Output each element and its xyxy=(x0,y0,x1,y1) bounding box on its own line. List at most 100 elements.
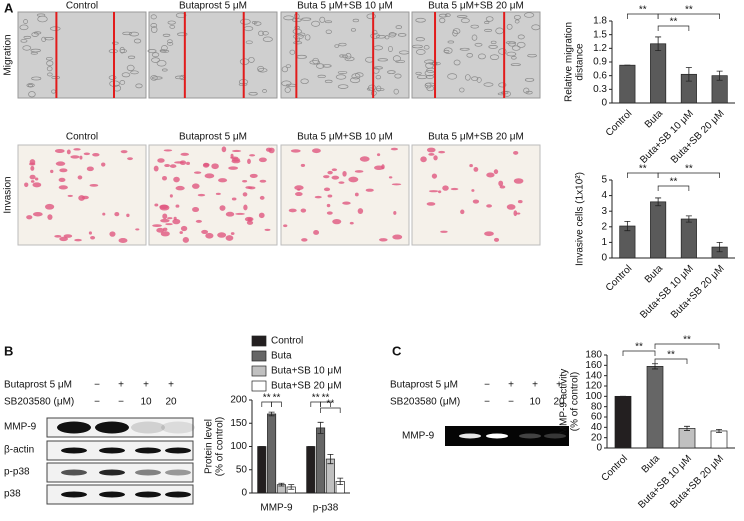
row-label: Migration xyxy=(3,34,14,75)
cell xyxy=(394,73,402,79)
cell xyxy=(240,18,251,25)
panel-label: B xyxy=(4,343,13,358)
cell xyxy=(165,223,173,226)
cell xyxy=(426,85,435,92)
cell xyxy=(514,19,520,24)
cell xyxy=(102,212,106,216)
cell xyxy=(55,161,66,166)
cell xyxy=(245,40,253,45)
cell xyxy=(293,33,304,40)
band xyxy=(57,421,91,434)
cell xyxy=(392,234,403,240)
cell xyxy=(342,201,351,205)
y-tick-label: 5 xyxy=(601,175,607,186)
cell xyxy=(77,175,83,180)
cell xyxy=(195,219,202,223)
cell xyxy=(180,225,188,232)
cell xyxy=(452,30,458,37)
significance-bracket xyxy=(320,407,341,413)
cell xyxy=(173,176,180,183)
band xyxy=(165,491,191,498)
y-tick-label: 200 xyxy=(230,395,247,406)
cell xyxy=(179,160,187,166)
cell xyxy=(325,29,332,34)
cell xyxy=(300,78,309,85)
band xyxy=(135,469,161,476)
migration-image xyxy=(148,11,278,99)
cell xyxy=(486,204,492,208)
cell xyxy=(202,162,210,168)
treatment-value: − xyxy=(484,380,490,391)
cell xyxy=(450,187,459,191)
cell xyxy=(120,150,128,154)
cell xyxy=(49,26,61,31)
y-tick-label: 150 xyxy=(230,418,247,429)
cell xyxy=(531,24,541,31)
bar xyxy=(650,43,667,104)
significance-label: ** xyxy=(670,17,678,28)
cell xyxy=(175,185,185,191)
cell xyxy=(490,40,497,45)
cell xyxy=(54,148,65,154)
significance-label: ** xyxy=(635,342,643,353)
cell xyxy=(175,12,187,18)
x-tick-label: MMP-9 xyxy=(260,503,293,514)
invasion-image xyxy=(148,144,278,246)
cell xyxy=(460,209,465,215)
y-axis-label: Protein level xyxy=(204,419,215,474)
cell xyxy=(167,41,174,46)
cell xyxy=(428,190,439,193)
cell xyxy=(527,53,537,58)
cell xyxy=(415,37,425,42)
cell xyxy=(352,18,360,23)
cell xyxy=(221,146,227,153)
cell xyxy=(167,20,176,25)
cell xyxy=(523,87,530,94)
cell xyxy=(288,208,297,213)
cell xyxy=(122,31,132,36)
y-tick-label: 1.8 xyxy=(593,16,607,27)
cell xyxy=(127,157,133,161)
cell xyxy=(126,64,135,72)
cell xyxy=(175,75,184,80)
cell xyxy=(231,149,242,153)
cell xyxy=(262,31,269,36)
cell xyxy=(415,49,426,55)
cell xyxy=(249,173,258,178)
cell xyxy=(300,163,306,167)
cell xyxy=(159,204,169,210)
cell xyxy=(22,45,32,51)
error-bar xyxy=(685,67,692,82)
band xyxy=(61,491,87,498)
cell xyxy=(193,171,202,174)
cell xyxy=(447,73,458,80)
error-bar xyxy=(716,429,722,433)
error-bar xyxy=(317,421,324,434)
significance-label: ** xyxy=(685,5,693,16)
y-tick-label: 50 xyxy=(236,464,248,475)
cell xyxy=(242,192,248,197)
treatment-value: + xyxy=(508,380,514,391)
cell xyxy=(506,204,516,210)
treatment-label: SB203580 (μM) xyxy=(4,397,74,408)
cell xyxy=(89,184,99,187)
cell xyxy=(26,215,33,220)
significance-bracket xyxy=(657,185,690,191)
y-tick-label: 1.2 xyxy=(593,43,607,54)
cell xyxy=(498,82,507,88)
cell xyxy=(389,32,397,36)
treatment-value: 10 xyxy=(140,397,152,408)
cell xyxy=(157,158,165,163)
treatment-value: + xyxy=(556,380,562,391)
cell xyxy=(426,202,436,206)
cell xyxy=(311,20,321,27)
cell xyxy=(354,170,364,173)
migration-image xyxy=(411,11,541,99)
cell xyxy=(159,49,167,53)
cell xyxy=(460,18,470,24)
cell xyxy=(517,34,525,40)
column-header: Buta 5 μM+SB 10 μM xyxy=(297,1,393,12)
cell xyxy=(19,24,29,31)
y-tick-label: 0 xyxy=(601,98,607,109)
cell xyxy=(264,228,271,231)
